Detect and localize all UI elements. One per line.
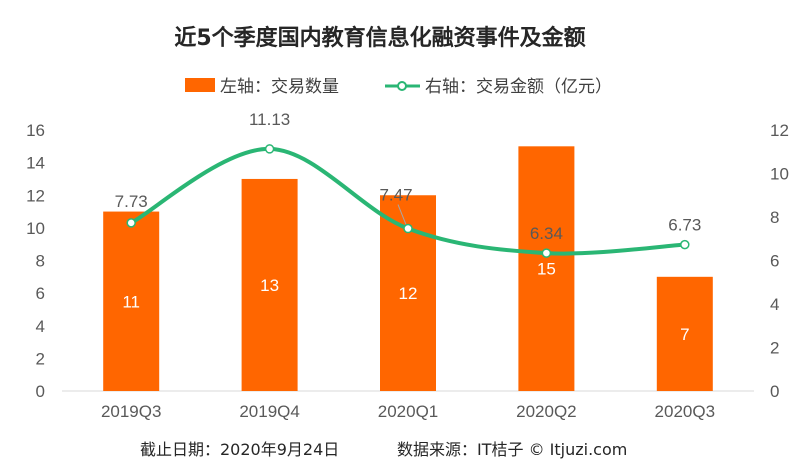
bar-value-labels: 11 13 12 15 7 — [122, 260, 689, 344]
right-tick-label: 0 — [770, 382, 779, 401]
chart-title: 近5个季度国内教育信息化融资事件及金额 — [174, 25, 585, 51]
line-value-label: 7.47 — [379, 186, 412, 205]
line-value-label: 6.73 — [668, 216, 701, 235]
left-tick-label: 10 — [26, 219, 45, 238]
footer-date: 截止日期：2020年9月24日 — [140, 440, 339, 459]
right-tick-label: 4 — [770, 295, 779, 314]
bar — [103, 211, 160, 391]
legend-bar-label: 左轴：交易数量 — [220, 77, 339, 97]
line-label-leader — [397, 204, 407, 225]
x-tick-label: 2020Q2 — [516, 402, 577, 421]
x-axis: 2019Q3 2019Q4 2020Q1 2020Q2 2020Q3 — [101, 402, 715, 421]
line-point — [403, 223, 413, 234]
line-point — [264, 144, 275, 154]
left-axis: 0 2 4 6 8 10 12 14 16 — [26, 121, 45, 401]
x-tick-label: 2020Q3 — [655, 402, 716, 421]
bar-value-label: 12 — [399, 284, 418, 303]
left-tick-label: 6 — [36, 284, 45, 303]
left-tick-label: 16 — [26, 121, 45, 140]
right-tick-label: 12 — [770, 121, 789, 140]
line-value-label: 6.34 — [530, 224, 563, 243]
left-tick-label: 0 — [36, 382, 45, 401]
left-tick-label: 4 — [36, 317, 45, 336]
bar — [518, 146, 575, 391]
legend-line-marker — [397, 81, 407, 91]
legend: 左轴：交易数量 右轴：交易金额（亿元） — [185, 77, 612, 97]
x-tick-label: 2019Q3 — [101, 402, 162, 421]
left-tick-label: 12 — [26, 186, 45, 205]
bar-value-label: 7 — [680, 325, 689, 344]
line-series: 7.73 11.13 7.47 6.34 6.73 — [115, 110, 701, 258]
left-tick-label: 14 — [26, 154, 45, 173]
line-value-label: 7.73 — [115, 192, 148, 211]
line-point — [126, 218, 136, 228]
x-tick-label: 2020Q1 — [378, 402, 439, 421]
right-tick-label: 6 — [770, 252, 779, 271]
left-tick-label: 8 — [36, 252, 45, 271]
right-axis: 0 2 4 6 8 10 12 — [770, 121, 789, 401]
bar — [656, 276, 713, 391]
bar-value-label: 11 — [122, 292, 140, 311]
left-tick-label: 2 — [36, 349, 45, 368]
x-tick-label: 2019Q4 — [239, 402, 300, 421]
legend-line-label: 右轴：交易金额（亿元） — [425, 77, 612, 97]
bar-series — [103, 146, 713, 391]
bar-value-label: 13 — [260, 276, 279, 295]
line-value-label: 11.13 — [249, 110, 290, 129]
line-point — [541, 248, 552, 258]
line-path — [130, 146, 685, 256]
right-tick-label: 10 — [770, 165, 789, 184]
right-tick-label: 8 — [770, 208, 779, 227]
footer-source: 数据来源：IT桔子 © Itjuzi.com — [397, 440, 627, 459]
legend-bar-swatch — [185, 78, 215, 92]
right-tick-label: 2 — [770, 339, 779, 358]
line-point — [680, 239, 690, 250]
bar-value-label: 15 — [537, 260, 556, 279]
bar — [241, 178, 298, 391]
